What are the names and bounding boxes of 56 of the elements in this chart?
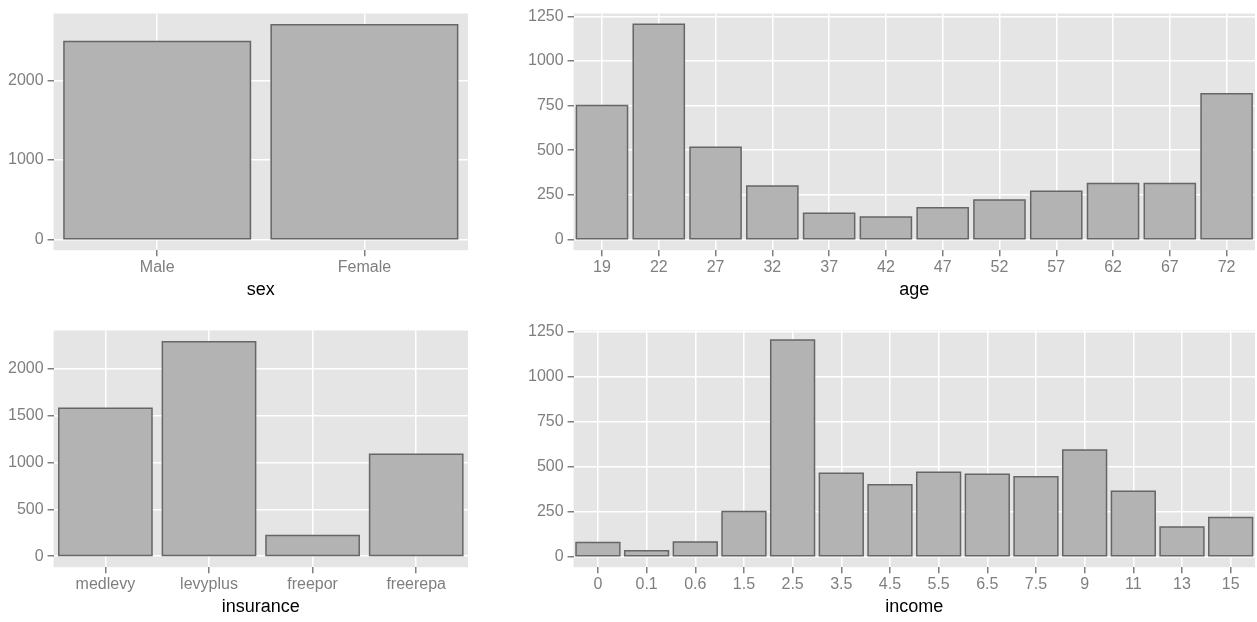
x-axis-title: sex (246, 279, 275, 300)
x-tick-label: 19 (593, 258, 611, 276)
x-tick-label: 57 (1047, 258, 1066, 276)
y-tick-label: 1000 (8, 452, 44, 470)
y-tick-label: 1250 (528, 322, 564, 340)
x-tick-label: 11 (1125, 575, 1142, 593)
x-tick-label: Female (337, 258, 392, 276)
x-tick-label: 5.5 (927, 575, 950, 593)
y-tick-label: 0 (34, 546, 44, 564)
x-tick-label: freerepa (386, 575, 447, 593)
x-tick-label: 47 (933, 258, 952, 276)
y-tick-label: 2000 (8, 70, 44, 88)
x-tick-label: freepor (287, 575, 339, 593)
y-tick-label: 0 (554, 229, 564, 247)
x-tick-label: 7.5 (1024, 575, 1048, 593)
x-tick-label: 2.5 (781, 575, 804, 593)
y-tick-label: 1000 (528, 367, 564, 385)
x-tick-label: 22 (649, 258, 668, 276)
x-tick-label: 0.6 (684, 575, 707, 593)
x-tick-label: 27 (706, 258, 725, 276)
x-tick-label: 13 (1173, 575, 1191, 593)
y-tick-label: 1000 (8, 150, 44, 168)
y-tick-label: 2000 (8, 359, 44, 377)
y-tick-label: 0 (34, 229, 44, 247)
x-tick-label: 37 (820, 258, 839, 276)
x-tick-label: 9 (1080, 575, 1090, 593)
y-tick-label: 750 (536, 95, 564, 113)
x-axis-title: income (885, 596, 944, 617)
x-tick-label: 32 (763, 258, 782, 276)
y-tick-label: 1250 (528, 6, 564, 24)
x-tick-label: 6.5 (976, 575, 999, 593)
y-tick-label: 500 (536, 456, 564, 474)
y-tick-label: 250 (536, 185, 564, 203)
x-tick-label: 42 (877, 258, 895, 276)
x-tick-label: medlevy (75, 575, 136, 593)
y-tick-label: 750 (536, 411, 564, 429)
x-axis-title: insurance (221, 596, 300, 617)
y-tick-label: 500 (16, 499, 44, 517)
x-tick-label: 62 (1104, 258, 1123, 276)
x-tick-label: 15 (1221, 575, 1240, 593)
y-tick-label: 1000 (528, 51, 564, 69)
x-axis-title: age (899, 279, 930, 300)
x-tick-label: 0 (593, 575, 603, 593)
x-tick-label: 67 (1160, 258, 1179, 276)
x-tick-label: 4.5 (878, 575, 902, 593)
y-tick-label: 500 (536, 140, 564, 158)
y-tick-label: 0 (554, 546, 564, 564)
x-tick-label: 0.1 (635, 575, 658, 593)
x-tick-label: 72 (1217, 258, 1236, 276)
y-tick-label: 1500 (8, 406, 44, 424)
x-tick-label: 1.5 (732, 575, 756, 593)
x-tick-label: levyplus (180, 575, 238, 593)
y-tick-label: 250 (536, 501, 564, 519)
x-tick-label: Male (139, 258, 175, 276)
x-tick-label: 52 (990, 258, 1009, 276)
x-tick-label: 3.5 (830, 575, 853, 593)
